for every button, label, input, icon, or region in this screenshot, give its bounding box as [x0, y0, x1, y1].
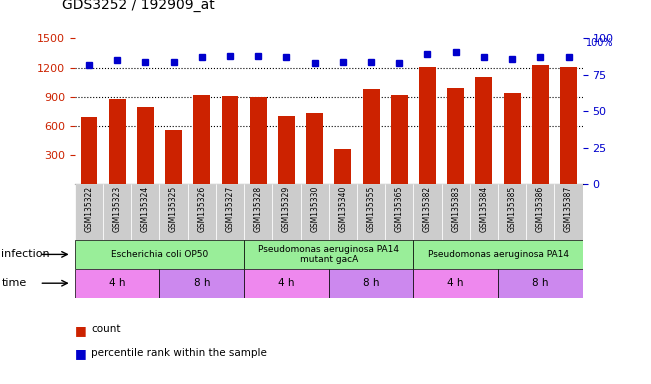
Text: GSM135323: GSM135323 — [113, 186, 122, 232]
Text: 100%: 100% — [586, 38, 613, 48]
Text: ■: ■ — [75, 348, 87, 361]
Bar — [250, 97, 267, 184]
Bar — [526, 184, 555, 240]
Bar — [75, 269, 159, 298]
Bar — [159, 269, 244, 298]
Text: GSM135329: GSM135329 — [282, 186, 291, 232]
Text: GSM135386: GSM135386 — [536, 186, 545, 232]
Bar — [81, 117, 98, 184]
Text: GSM135384: GSM135384 — [479, 186, 488, 232]
Bar — [109, 99, 126, 184]
Bar — [357, 184, 385, 240]
Bar — [560, 66, 577, 184]
Bar — [413, 240, 583, 269]
Text: GSM135385: GSM135385 — [508, 186, 517, 232]
Bar — [470, 184, 498, 240]
Bar — [413, 184, 441, 240]
Bar — [216, 184, 244, 240]
Text: GSM135328: GSM135328 — [254, 186, 263, 232]
Text: GSM135383: GSM135383 — [451, 186, 460, 232]
Bar — [329, 184, 357, 240]
Text: GSM135355: GSM135355 — [367, 186, 376, 232]
Bar — [137, 108, 154, 184]
Bar — [413, 269, 498, 298]
Bar — [441, 184, 470, 240]
Bar — [498, 269, 583, 298]
Text: 8 h: 8 h — [532, 278, 549, 288]
Text: 4 h: 4 h — [109, 278, 126, 288]
Bar — [193, 95, 210, 184]
Bar — [555, 184, 583, 240]
Text: count: count — [91, 324, 120, 334]
Bar — [103, 184, 132, 240]
Text: GSM135324: GSM135324 — [141, 186, 150, 232]
Bar — [301, 184, 329, 240]
Bar — [498, 184, 526, 240]
Text: time: time — [1, 278, 27, 288]
Text: 4 h: 4 h — [278, 278, 295, 288]
Bar — [75, 240, 244, 269]
Text: 4 h: 4 h — [447, 278, 464, 288]
Bar — [447, 88, 464, 184]
Text: Pseudomonas aeruginosa PA14: Pseudomonas aeruginosa PA14 — [428, 250, 568, 259]
Bar — [165, 130, 182, 184]
Bar — [504, 93, 521, 184]
Text: GSM135387: GSM135387 — [564, 186, 573, 232]
Bar — [221, 96, 238, 184]
Bar — [187, 184, 216, 240]
Text: GDS3252 / 192909_at: GDS3252 / 192909_at — [62, 0, 215, 12]
Text: GSM135327: GSM135327 — [225, 186, 234, 232]
Text: infection: infection — [1, 249, 50, 260]
Bar — [363, 89, 380, 184]
Bar — [75, 184, 103, 240]
Text: GSM135326: GSM135326 — [197, 186, 206, 232]
Text: 8 h: 8 h — [363, 278, 380, 288]
Bar — [244, 269, 329, 298]
Text: 8 h: 8 h — [193, 278, 210, 288]
Text: percentile rank within the sample: percentile rank within the sample — [91, 348, 267, 358]
Bar — [278, 116, 295, 184]
Bar — [244, 240, 413, 269]
Bar — [132, 184, 159, 240]
Bar — [244, 184, 272, 240]
Bar — [272, 184, 301, 240]
Bar — [419, 66, 436, 184]
Bar — [532, 65, 549, 184]
Text: GSM135340: GSM135340 — [339, 186, 348, 232]
Bar — [385, 184, 413, 240]
Text: GSM135382: GSM135382 — [423, 186, 432, 232]
Bar — [306, 113, 323, 184]
Bar — [475, 77, 492, 184]
Text: Pseudomonas aeruginosa PA14
mutant gacA: Pseudomonas aeruginosa PA14 mutant gacA — [258, 245, 399, 264]
Text: GSM135325: GSM135325 — [169, 186, 178, 232]
Bar — [335, 149, 352, 184]
Text: GSM135322: GSM135322 — [85, 186, 94, 232]
Text: Escherichia coli OP50: Escherichia coli OP50 — [111, 250, 208, 259]
Bar — [159, 184, 187, 240]
Text: ■: ■ — [75, 324, 87, 338]
Bar — [391, 95, 408, 184]
Bar — [329, 269, 413, 298]
Text: GSM135365: GSM135365 — [395, 186, 404, 232]
Text: GSM135330: GSM135330 — [310, 186, 319, 232]
